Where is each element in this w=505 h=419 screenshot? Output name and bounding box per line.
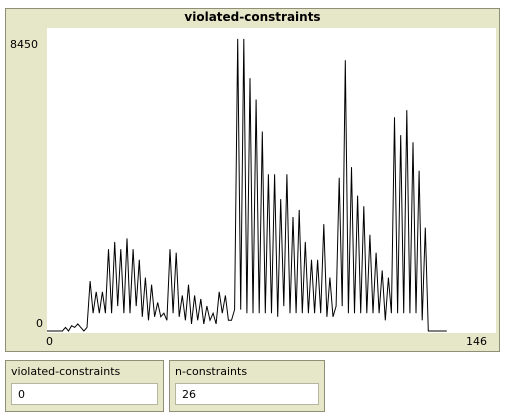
violated-constraints-monitor: violated-constraints 0 <box>5 360 164 412</box>
monitor-value: 26 <box>175 383 319 405</box>
plot-svg <box>47 38 447 332</box>
monitor-label: violated-constraints <box>11 365 121 378</box>
violated-constraints-plot: violated-constraints 8450 0 0 146 <box>5 8 500 352</box>
y-max-tick-label: 8450 <box>10 38 38 51</box>
monitor-value: 0 <box>11 383 158 405</box>
y-min-tick-label: 0 <box>36 317 43 330</box>
x-max-tick-label: 146 <box>466 335 487 348</box>
x-min-tick-label: 0 <box>46 335 53 348</box>
monitor-label: n-constraints <box>175 365 248 378</box>
n-constraints-monitor: n-constraints 26 <box>169 360 325 412</box>
series-line <box>47 38 447 332</box>
plot-title: violated-constraints <box>184 10 321 24</box>
